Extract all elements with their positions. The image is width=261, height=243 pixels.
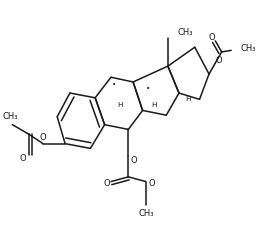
- Text: CH₃: CH₃: [177, 27, 193, 36]
- Text: O: O: [148, 179, 155, 188]
- Text: O: O: [130, 156, 137, 165]
- Text: H: H: [185, 96, 190, 102]
- Text: •: •: [146, 86, 151, 92]
- Text: •: •: [112, 82, 116, 88]
- Text: H: H: [118, 102, 123, 108]
- Text: CH₃: CH₃: [2, 112, 17, 121]
- Text: O: O: [103, 179, 110, 188]
- Text: O: O: [208, 33, 215, 42]
- Text: CH₃: CH₃: [240, 44, 256, 53]
- Text: O: O: [20, 154, 26, 163]
- Text: O: O: [216, 56, 222, 65]
- Text: H: H: [151, 102, 156, 108]
- Text: O: O: [39, 133, 46, 142]
- Text: CH₃: CH₃: [138, 209, 153, 218]
